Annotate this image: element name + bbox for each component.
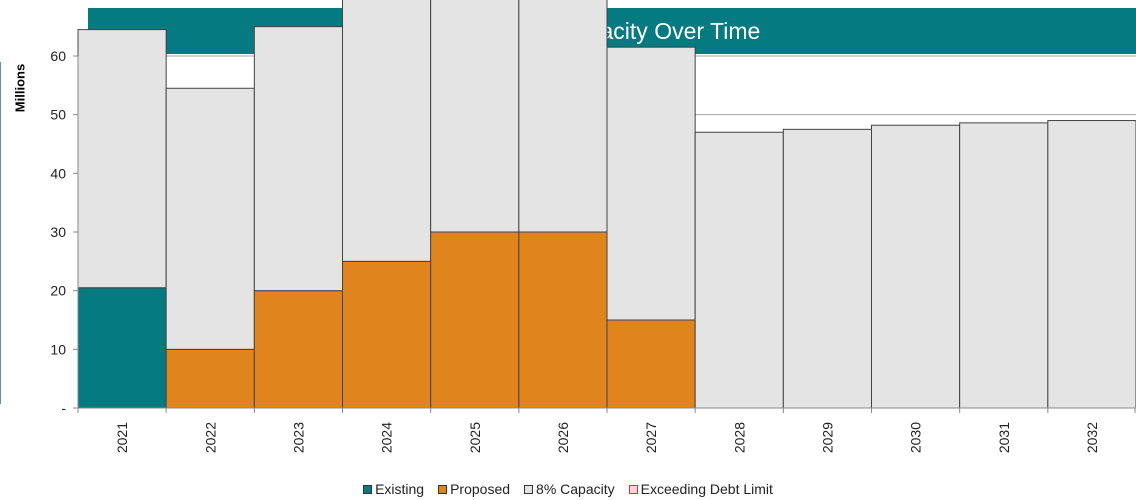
bar-8-capacity bbox=[253, 26, 343, 292]
bar-proposed bbox=[606, 319, 696, 409]
legend-swatch bbox=[628, 484, 638, 494]
bar-8-capacity bbox=[77, 29, 167, 289]
y-tick-label: - bbox=[61, 400, 66, 416]
x-tick-label: 2031 bbox=[996, 422, 1012, 453]
legend-item: 8% Capacity bbox=[524, 481, 615, 497]
x-tick-label: 2027 bbox=[643, 422, 659, 453]
bar-8-capacity bbox=[871, 124, 961, 409]
bar-proposed bbox=[342, 260, 432, 409]
bar-8-capacity bbox=[606, 46, 696, 321]
x-tick-label: 2024 bbox=[379, 422, 395, 453]
legend-label: Existing bbox=[375, 481, 425, 497]
bar-proposed bbox=[253, 290, 343, 409]
y-tick-label: 40 bbox=[50, 165, 66, 181]
legend-item: Exceeding Debt Limit bbox=[628, 481, 773, 497]
bar-8-capacity bbox=[959, 122, 1049, 409]
x-tick-label: 2025 bbox=[467, 422, 483, 453]
legend-label: 8% Capacity bbox=[536, 481, 615, 497]
x-tick-label: 2026 bbox=[555, 422, 571, 453]
legend-swatch bbox=[438, 484, 448, 494]
x-tick-label: 2028 bbox=[731, 422, 747, 453]
legend-item: Existing bbox=[363, 481, 424, 497]
y-tick-label: 20 bbox=[50, 283, 66, 299]
left-accent-line bbox=[0, 62, 1, 404]
bar-8-capacity bbox=[430, 0, 520, 233]
legend-swatch bbox=[363, 484, 373, 494]
legend-swatch bbox=[524, 484, 534, 494]
bar-8-capacity bbox=[342, 0, 432, 262]
y-tick-label: 60 bbox=[50, 48, 66, 64]
bar-proposed bbox=[430, 231, 520, 409]
bar-8-capacity bbox=[165, 87, 255, 350]
legend-label: Proposed bbox=[450, 481, 511, 497]
x-tick-label: 2022 bbox=[202, 422, 218, 453]
y-tick-label: 30 bbox=[50, 224, 66, 240]
bar-8-capacity bbox=[1047, 120, 1136, 409]
bar-8-capacity bbox=[518, 0, 608, 233]
bar-proposed bbox=[165, 348, 255, 409]
x-tick-label: 2030 bbox=[908, 422, 924, 453]
legend: Existing Proposed 8% Capacity Exceeding Deb… bbox=[0, 481, 1136, 497]
y-tick-label: 10 bbox=[50, 341, 66, 357]
x-tick-label: 2029 bbox=[819, 422, 835, 453]
x-tick-label: 2021 bbox=[114, 422, 130, 453]
bar-existing bbox=[77, 287, 167, 409]
bar-proposed bbox=[518, 231, 608, 409]
bar-8-capacity bbox=[694, 131, 784, 409]
x-tick-label: 2032 bbox=[1084, 422, 1100, 453]
legend-item: Proposed bbox=[438, 481, 510, 497]
legend-label: Exceeding Debt Limit bbox=[640, 481, 773, 497]
y-tick-label: 50 bbox=[50, 107, 66, 123]
bars bbox=[77, 0, 1136, 409]
bar-8-capacity bbox=[782, 128, 872, 409]
x-tick-label: 2023 bbox=[290, 422, 306, 453]
